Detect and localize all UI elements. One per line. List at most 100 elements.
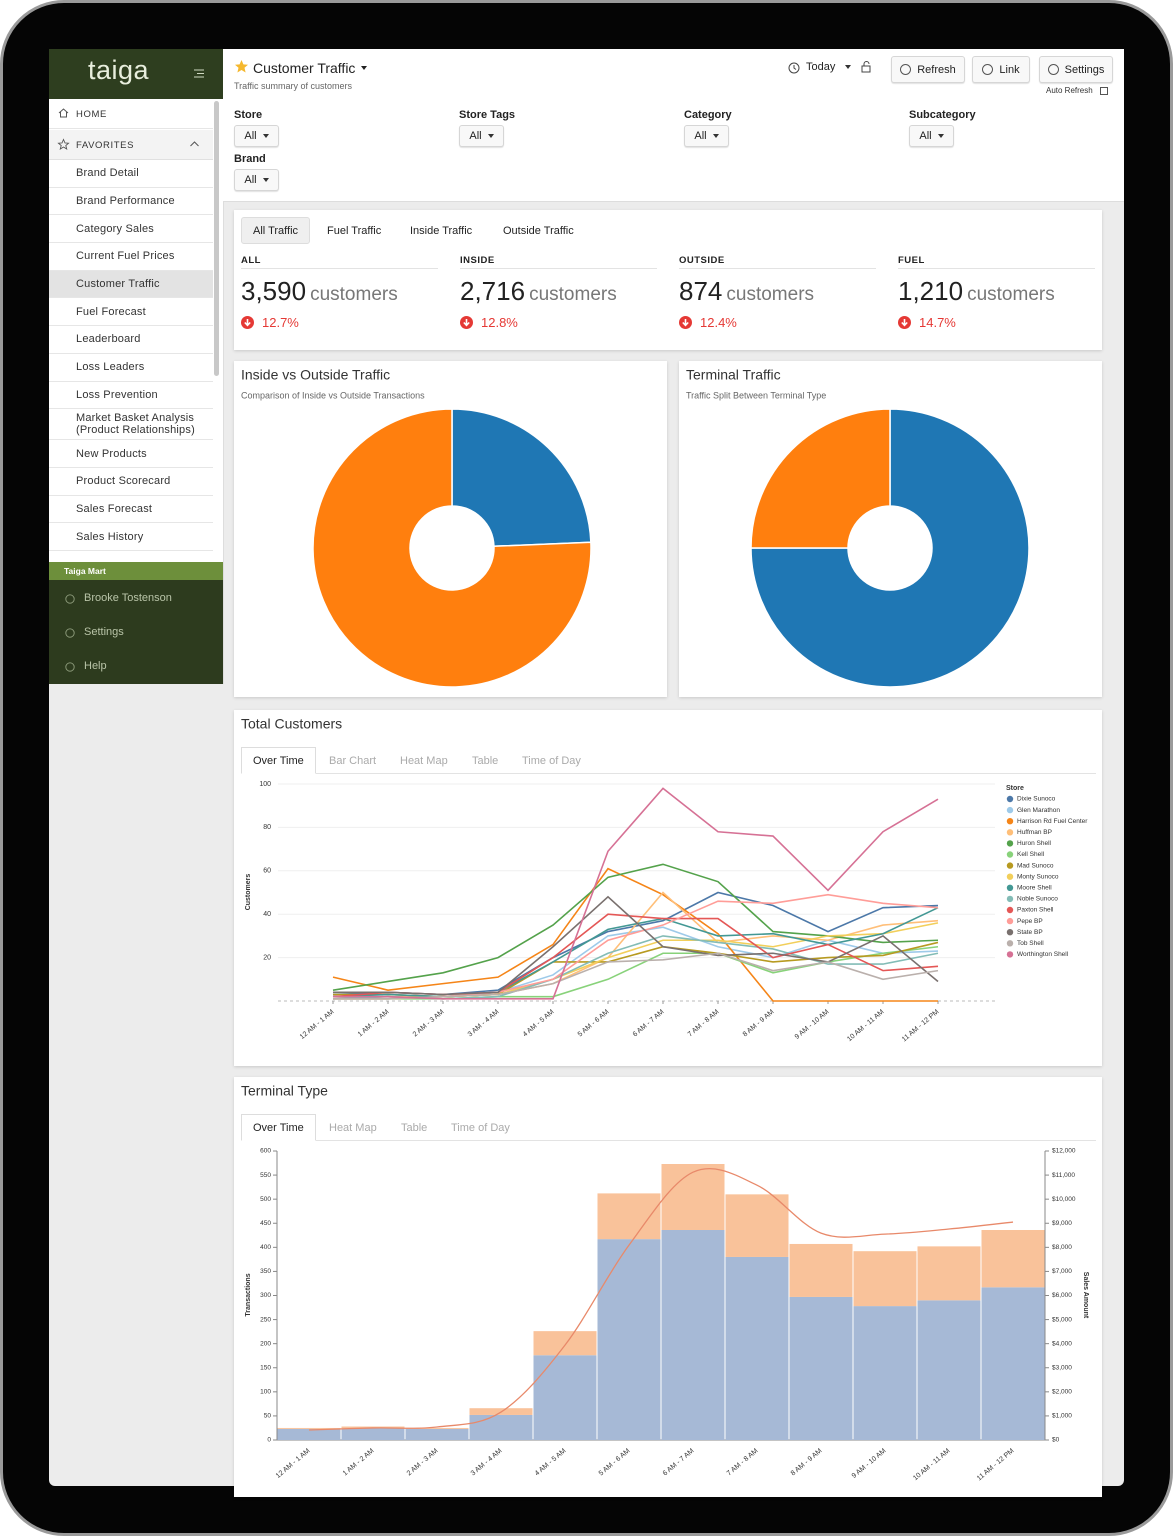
caret	[262, 134, 269, 138]
collapse-icon	[190, 141, 199, 147]
account-band	[49, 580, 223, 684]
filter-label: Store	[234, 109, 263, 121]
nav-item[interactable]: Brand Detail	[49, 160, 213, 188]
caret	[845, 65, 852, 69]
kpi-number: 2,716	[460, 276, 526, 306]
nav-item[interactable]: New Products	[49, 440, 213, 468]
auto-refresh-checkbox[interactable]	[1100, 87, 1108, 95]
filter-label: Brand	[234, 153, 266, 165]
chart-tab[interactable]: Time of Day	[522, 754, 581, 767]
chart-tabs-rule	[241, 773, 1096, 774]
nav-item[interactable]: Loss Prevention	[49, 382, 213, 410]
header-button[interactable]: Settings	[1039, 56, 1113, 83]
nav-item[interactable]: Fuel Forecast	[49, 298, 213, 327]
kpi-value: 874 customers	[679, 276, 814, 307]
menu-icon	[194, 69, 204, 78]
kpi-rule	[679, 268, 876, 269]
header-button[interactable]: Refresh	[891, 56, 965, 83]
kpi-rule	[241, 268, 438, 269]
home-icon	[58, 108, 69, 118]
kpi-number: 874	[679, 276, 723, 306]
chart-tab[interactable]: Table	[472, 754, 499, 767]
account-user[interactable]: Brooke Tostenson	[84, 592, 172, 604]
traffic-tab[interactable]: Inside Traffic	[410, 224, 473, 237]
filter-select[interactable]: All	[234, 169, 279, 191]
favorites-list: Brand Detail Brand Performance Category Sa…	[49, 160, 213, 551]
caret	[361, 66, 368, 70]
filter-value: All	[244, 174, 257, 186]
nav-favorites[interactable]: FAVORITES	[49, 130, 213, 160]
chart-tab[interactable]: Bar Chart	[329, 754, 377, 767]
traffic-tab[interactable]: Outside Traffic	[503, 224, 574, 237]
caret	[937, 134, 944, 138]
traffic-tab[interactable]: All Traffic	[241, 217, 311, 244]
filter-label: Category	[684, 109, 732, 121]
nav-item[interactable]: Leaderboard	[49, 326, 213, 354]
button-label: Settings	[1064, 63, 1105, 76]
account-settings[interactable]: Settings	[84, 626, 124, 638]
filter-select[interactable]: All	[234, 125, 279, 147]
kpi-label: FUEL	[898, 255, 925, 266]
caret	[487, 134, 494, 138]
button-icon	[1047, 64, 1059, 75]
filter-select[interactable]: All	[909, 125, 954, 147]
clock-icon	[788, 62, 800, 74]
kpi-value: 1,210 customers	[898, 276, 1055, 307]
nav-item[interactable]: Product Scorecard	[49, 468, 213, 496]
nav-item[interactable]: Customer Traffic	[49, 270, 213, 299]
filter-value: All	[919, 130, 932, 142]
kpi-unit: customers	[310, 284, 398, 305]
help-icon	[65, 662, 75, 672]
nav-item[interactable]: Category Sales	[49, 215, 213, 244]
kpi-label: ALL	[241, 255, 261, 266]
chart-tab[interactable]: Over Time	[241, 1114, 316, 1141]
nav-item[interactable]: Sales History	[49, 523, 213, 551]
traffic-tab[interactable]: Fuel Traffic	[327, 224, 382, 237]
date-picker[interactable]: Today	[806, 61, 852, 73]
page-title[interactable]: Customer Traffic	[253, 60, 368, 76]
kpi-change: 12.7%	[262, 315, 299, 330]
filter-select[interactable]: All	[459, 125, 504, 147]
nav-item[interactable]: Sales Forecast	[49, 496, 213, 524]
kpi-unit: customers	[529, 284, 617, 305]
nav-item[interactable]: Brand Performance	[49, 188, 213, 216]
kpi-number: 1,210	[898, 276, 964, 306]
caret	[262, 178, 269, 182]
kpi-down-icon	[241, 316, 254, 329]
favorite-star	[235, 60, 248, 73]
chart-card	[679, 361, 1102, 697]
kpi-unit: customers	[967, 284, 1055, 305]
kpi-label: INSIDE	[460, 255, 495, 266]
settings-icon	[65, 628, 75, 638]
kpi-card	[234, 210, 1102, 350]
chart-tab[interactable]: Time of Day	[451, 1121, 510, 1134]
nav-item[interactable]: Market Basket Analysis (Product Relation…	[49, 409, 213, 441]
kpi-change: 14.7%	[919, 315, 956, 330]
star-outline-icon	[57, 138, 70, 150]
date-text: Today	[806, 61, 836, 73]
header-button[interactable]: Link	[972, 56, 1030, 83]
filter-value: All	[469, 130, 482, 142]
nav-item[interactable]: Loss Leaders	[49, 354, 213, 382]
chart-card	[234, 361, 667, 697]
nav-item[interactable]: Current Fuel Prices	[49, 243, 213, 271]
kpi-unit: customers	[726, 284, 815, 305]
filter-value: All	[694, 130, 707, 142]
kpi-value: 3,590 customers	[241, 276, 398, 307]
button-label: Link	[999, 63, 1020, 76]
scrollbar	[214, 101, 219, 376]
chart-tab[interactable]: Heat Map	[400, 754, 448, 767]
nav-home-label: HOME	[76, 109, 107, 120]
store-name: Taiga Mart	[64, 566, 106, 576]
nav-home[interactable]: HOME	[49, 101, 213, 129]
kpi-change: 12.8%	[481, 315, 518, 330]
account-help[interactable]: Help	[84, 660, 107, 672]
chart-tab[interactable]: Over Time	[241, 747, 316, 774]
page-subtitle: Traffic summary of customers	[234, 81, 353, 91]
chart-tab[interactable]: Table	[401, 1121, 428, 1134]
chart-tab[interactable]: Heat Map	[329, 1121, 377, 1134]
auto-refresh[interactable]: Auto Refresh	[1046, 86, 1093, 95]
kpi-down-icon	[460, 316, 473, 329]
filter-select[interactable]: All	[684, 125, 729, 147]
